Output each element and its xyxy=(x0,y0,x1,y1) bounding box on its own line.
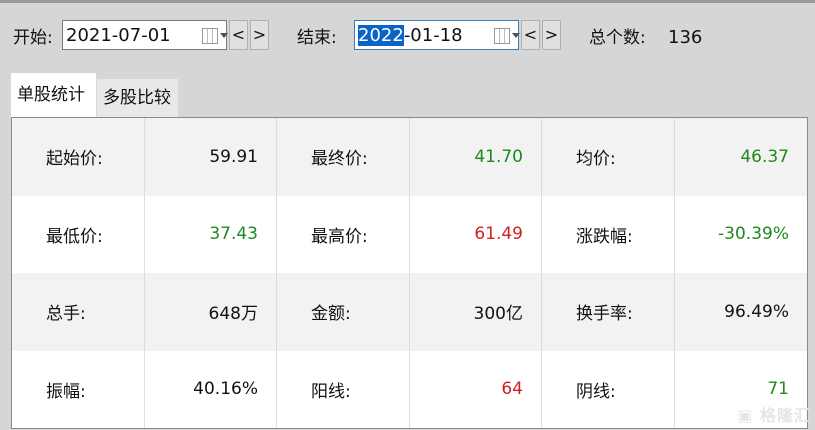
end-date-rest: -01-18 xyxy=(403,24,463,46)
calendar-dropdown-icon[interactable] xyxy=(202,28,228,44)
stat-value: 40.16% xyxy=(145,350,277,428)
tab-multi-stock[interactable]: 多股比较 xyxy=(97,79,178,117)
end-prev-button[interactable]: < xyxy=(521,20,540,50)
stat-label: 最高价: xyxy=(277,195,410,273)
stat-label: 阳线: xyxy=(277,350,410,428)
stat-label: 最低价: xyxy=(12,195,145,273)
stat-label: 均价: xyxy=(542,118,675,196)
stat-label: 阴线: xyxy=(542,350,675,428)
stat-label: 最终价: xyxy=(277,118,410,196)
stat-value: 648万 xyxy=(144,273,277,351)
count-value: 136 xyxy=(668,27,703,48)
stat-label: 振幅: xyxy=(12,350,145,428)
end-date-input[interactable]: 2022 -01-18 xyxy=(354,20,520,50)
start-date-value: 2021-07-01 xyxy=(66,24,171,46)
watermark-text: 格隆汇 xyxy=(759,406,811,425)
stat-label: 换手率: xyxy=(542,273,675,351)
stat-value: 61.49 xyxy=(410,195,542,273)
watermark-logo: ▣ 格隆汇 xyxy=(737,406,811,425)
stat-label: 总手: xyxy=(12,273,145,351)
stat-value: 46.37 xyxy=(674,118,807,196)
start-next-button[interactable]: > xyxy=(250,20,269,50)
stat-value: 71 xyxy=(767,379,789,400)
stat-value: 41.70 xyxy=(409,118,542,196)
count-label: 总个数: xyxy=(589,28,646,48)
stats-grid: 起始价: 59.91 最终价: 41.70 均价: 46.37 最低价: 37.43 最高价: 6… xyxy=(11,117,808,429)
stat-value: 37.43 xyxy=(145,195,277,273)
calendar-dropdown-icon[interactable] xyxy=(494,28,520,44)
stat-value: 59.91 xyxy=(144,118,277,196)
stat-label: 起始价: xyxy=(12,118,145,196)
start-label: 开始: xyxy=(13,28,53,48)
tab-single-stock[interactable]: 单股统计 xyxy=(11,73,96,117)
end-date-selected: 2022 xyxy=(358,24,404,46)
end-label: 结束: xyxy=(297,28,337,48)
stat-value: 96.49% xyxy=(674,273,807,351)
stat-label: 涨跌幅: xyxy=(542,195,675,273)
stat-value: 300亿 xyxy=(409,273,542,351)
start-prev-button[interactable]: < xyxy=(229,20,248,50)
stat-value: -30.39% xyxy=(718,224,789,245)
end-next-button[interactable]: > xyxy=(542,20,561,50)
stat-value: 64 xyxy=(410,350,542,428)
stat-label: 金额: xyxy=(277,273,410,351)
start-date-input[interactable]: 2021-07-01 xyxy=(62,20,228,50)
